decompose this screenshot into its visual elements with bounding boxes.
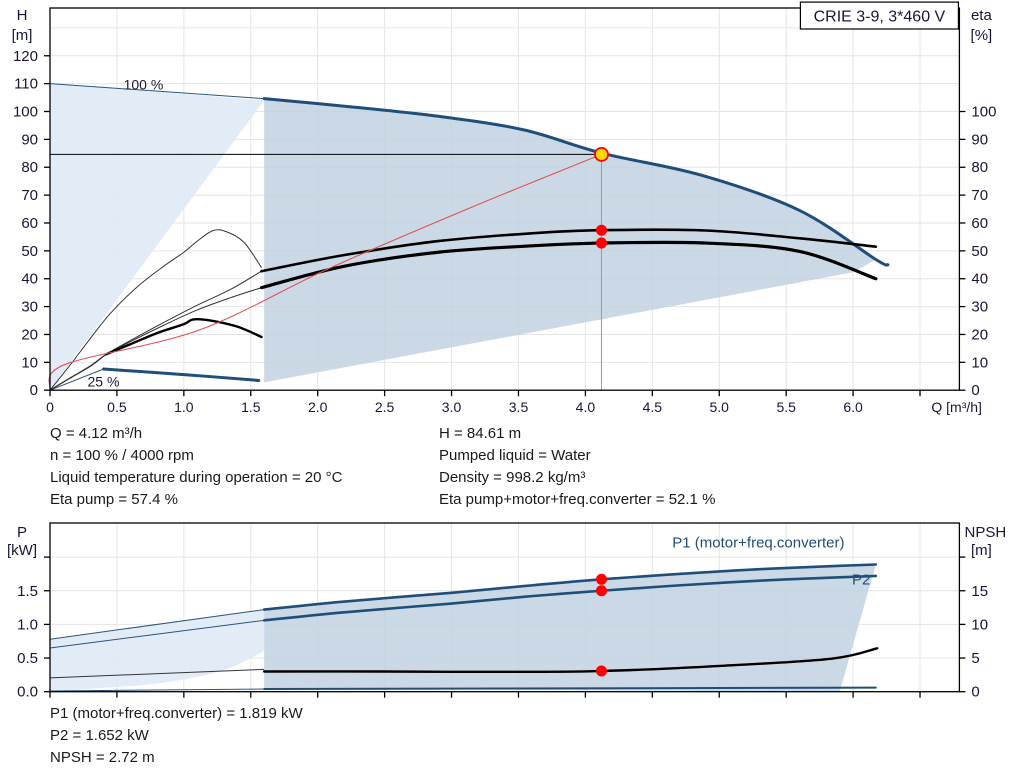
svg-text:0: 0 xyxy=(46,399,54,415)
svg-text:P1 (motor+freq.converter): P1 (motor+freq.converter) xyxy=(672,535,844,552)
svg-text:4.5: 4.5 xyxy=(643,399,663,415)
svg-text:10: 10 xyxy=(971,354,988,371)
svg-text:70: 70 xyxy=(21,187,38,204)
svg-text:50: 50 xyxy=(971,243,988,260)
svg-text:10: 10 xyxy=(21,354,38,371)
svg-text:100: 100 xyxy=(13,104,38,121)
svg-text:0.5: 0.5 xyxy=(17,650,38,667)
svg-text:5: 5 xyxy=(971,650,979,667)
svg-text:40: 40 xyxy=(21,271,38,288)
svg-text:H: H xyxy=(17,7,28,24)
svg-text:P: P xyxy=(17,524,27,541)
svg-text:[%]: [%] xyxy=(971,27,993,44)
svg-text:P2: P2 xyxy=(852,572,870,589)
svg-text:[m]: [m] xyxy=(12,27,33,44)
svg-text:20: 20 xyxy=(971,327,988,344)
svg-text:60: 60 xyxy=(971,215,988,232)
svg-text:0.5: 0.5 xyxy=(107,399,127,415)
svg-text:60: 60 xyxy=(21,215,38,232)
svg-text:NPSH: NPSH xyxy=(965,524,1007,541)
svg-text:30: 30 xyxy=(971,299,988,316)
svg-text:30: 30 xyxy=(21,299,38,316)
svg-text:50: 50 xyxy=(21,243,38,260)
svg-text:[m]: [m] xyxy=(971,542,992,559)
svg-text:90: 90 xyxy=(21,131,38,148)
svg-text:1.5: 1.5 xyxy=(17,583,38,600)
svg-text:1.0: 1.0 xyxy=(17,616,38,633)
svg-text:3.5: 3.5 xyxy=(509,399,529,415)
svg-text:110: 110 xyxy=(14,76,38,93)
svg-text:80: 80 xyxy=(971,159,988,176)
svg-text:2.0: 2.0 xyxy=(308,399,328,415)
svg-text:100: 100 xyxy=(971,104,996,121)
svg-text:2.5: 2.5 xyxy=(375,399,395,415)
svg-text:90: 90 xyxy=(971,131,988,148)
svg-text:0: 0 xyxy=(971,684,979,701)
svg-text:0: 0 xyxy=(30,382,38,399)
svg-text:10: 10 xyxy=(971,616,988,633)
svg-text:5.5: 5.5 xyxy=(776,399,796,415)
svg-text:120: 120 xyxy=(13,48,38,65)
svg-text:1.0: 1.0 xyxy=(174,399,194,415)
svg-text:1.5: 1.5 xyxy=(241,399,261,415)
svg-text:40: 40 xyxy=(971,271,988,288)
svg-text:6.0: 6.0 xyxy=(843,399,863,415)
svg-text:15: 15 xyxy=(971,583,988,600)
svg-text:100 %: 100 % xyxy=(124,77,164,93)
svg-text:4.0: 4.0 xyxy=(576,399,596,415)
svg-text:[kW]: [kW] xyxy=(7,542,37,559)
svg-text:70: 70 xyxy=(971,187,988,204)
svg-text:3.0: 3.0 xyxy=(442,399,462,415)
svg-text:80: 80 xyxy=(21,159,38,176)
svg-text:CRIE 3-9, 3*460 V: CRIE 3-9, 3*460 V xyxy=(814,9,946,26)
svg-text:25 %: 25 % xyxy=(88,374,120,390)
svg-text:0.0: 0.0 xyxy=(17,684,38,701)
svg-text:Q [m³/h]: Q [m³/h] xyxy=(931,399,982,415)
svg-text:5.0: 5.0 xyxy=(709,399,729,415)
svg-text:20: 20 xyxy=(21,327,38,344)
svg-text:0: 0 xyxy=(971,382,979,399)
svg-text:eta: eta xyxy=(971,7,993,24)
